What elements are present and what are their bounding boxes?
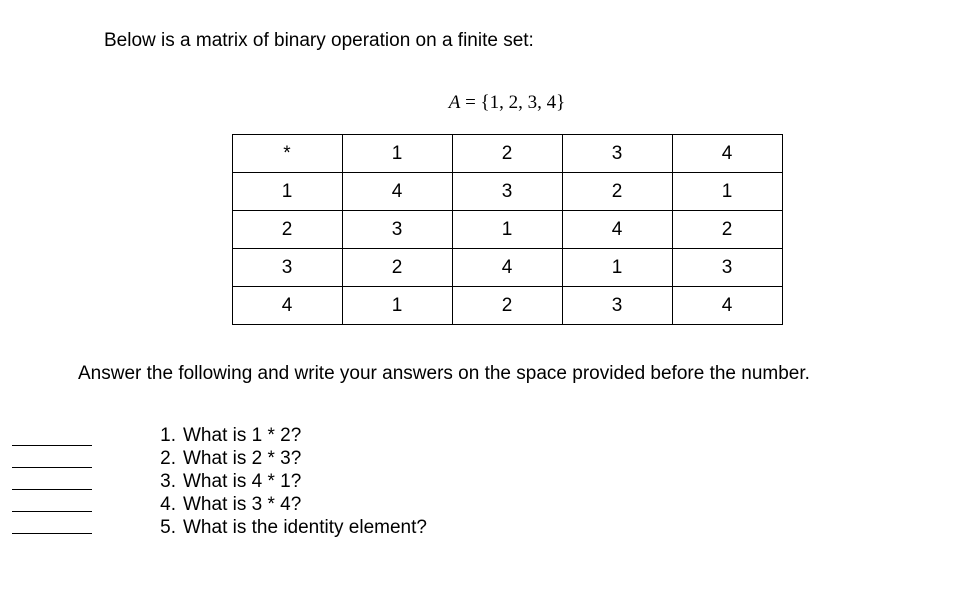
- table-cell: 3: [452, 173, 562, 211]
- question-number: 2.: [155, 448, 183, 470]
- table-cell: 3: [342, 211, 452, 249]
- table-cell: 2: [562, 173, 672, 211]
- question-item: 4. What is 3 * 4?: [155, 494, 954, 516]
- table-cell: 2: [452, 287, 562, 325]
- table-row: 1 4 3 2 1: [232, 173, 782, 211]
- question-number: 1.: [155, 425, 183, 447]
- question-number: 5.: [155, 517, 183, 539]
- table-row-header: 1: [232, 173, 342, 211]
- operation-table: * 1 2 3 4 1 4 3 2 1 2 3 1 4 2 3 2 4 1 3: [232, 134, 783, 325]
- question-item: 2. What is 2 * 3?: [155, 448, 954, 470]
- questions-list: 1. What is 1 * 2? 2. What is 2 * 3? 3. W…: [12, 425, 954, 539]
- table-cell: 1: [562, 249, 672, 287]
- questions-area: 1. What is 1 * 2? 2. What is 2 * 3? 3. W…: [0, 425, 954, 539]
- question-number: 4.: [155, 494, 183, 516]
- answer-instruction: Answer the following and write your answ…: [0, 363, 954, 385]
- table-cell: 2: [672, 211, 782, 249]
- table-row: 3 2 4 1 3: [232, 249, 782, 287]
- answer-blank-lines: [12, 431, 92, 534]
- table-col-header: 1: [342, 135, 452, 173]
- question-item: 3. What is 4 * 1?: [155, 471, 954, 493]
- operation-table-container: * 1 2 3 4 1 4 3 2 1 2 3 1 4 2 3 2 4 1 3: [0, 134, 954, 325]
- table-row-header: 2: [232, 211, 342, 249]
- question-item: 5. What is the identity element?: [155, 517, 954, 539]
- set-formula: A = {1, 2, 3, 4}: [0, 92, 954, 114]
- table-corner-cell: *: [232, 135, 342, 173]
- question-text: What is 1 * 2?: [183, 425, 301, 447]
- table-cell: 3: [562, 287, 672, 325]
- table-header-row: * 1 2 3 4: [232, 135, 782, 173]
- formula-variable: A: [449, 92, 461, 113]
- question-text: What is 2 * 3?: [183, 448, 301, 470]
- table-cell: 1: [452, 211, 562, 249]
- answer-blank: [12, 453, 92, 468]
- table-row: 2 3 1 4 2: [232, 211, 782, 249]
- table-row-header: 4: [232, 287, 342, 325]
- table-cell: 1: [672, 173, 782, 211]
- table-row-header: 3: [232, 249, 342, 287]
- formula-equation: = {1, 2, 3, 4}: [460, 92, 565, 113]
- answer-blank: [12, 519, 92, 534]
- table-cell: 4: [452, 249, 562, 287]
- table-cell: 4: [342, 173, 452, 211]
- question-text: What is the identity element?: [183, 517, 427, 539]
- question-number: 3.: [155, 471, 183, 493]
- table-cell: 1: [342, 287, 452, 325]
- table-cell: 4: [672, 287, 782, 325]
- question-text: What is 4 * 1?: [183, 471, 301, 493]
- intro-text: Below is a matrix of binary operation on…: [0, 30, 954, 52]
- table-cell: 3: [672, 249, 782, 287]
- question-item: 1. What is 1 * 2?: [155, 425, 954, 447]
- answer-blank: [12, 497, 92, 512]
- table-col-header: 4: [672, 135, 782, 173]
- answer-blank: [12, 431, 92, 446]
- answer-blank: [12, 475, 92, 490]
- table-row: 4 1 2 3 4: [232, 287, 782, 325]
- table-col-header: 3: [562, 135, 672, 173]
- question-text: What is 3 * 4?: [183, 494, 301, 516]
- table-col-header: 2: [452, 135, 562, 173]
- table-cell: 2: [342, 249, 452, 287]
- table-cell: 4: [562, 211, 672, 249]
